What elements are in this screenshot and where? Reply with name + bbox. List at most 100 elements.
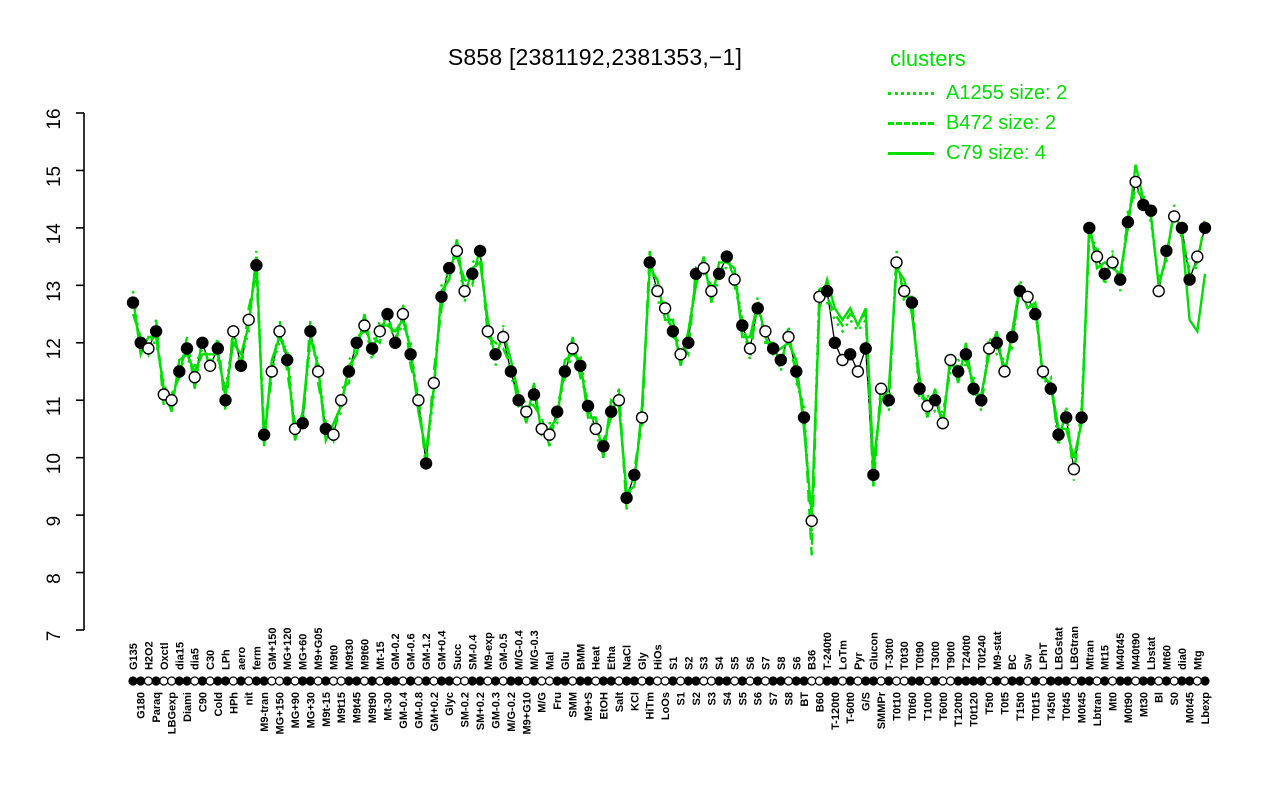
axis-condition-marker [251,676,261,686]
data-point-marker [142,342,155,355]
x-axis-label: Fru [552,692,564,710]
data-point-marker [658,302,672,315]
data-point-marker [149,325,163,338]
axis-condition-marker [483,676,493,686]
data-point-marker [1191,250,1204,263]
axis-condition-marker [552,676,562,686]
legend-item-label: B472 size: 2 [946,111,1057,134]
data-point-marker [404,348,417,361]
x-axis-label: T-30t0 [884,638,896,670]
x-axis-label: C30 [205,650,217,670]
x-axis-label: S0 [1169,692,1181,705]
x-axis-label: B60 [814,692,826,712]
axis-condition-marker [861,676,871,686]
axis-condition-marker [876,676,886,686]
data-point-marker [358,319,371,332]
data-point-marker [720,250,733,263]
x-axis-label: nit [244,692,256,706]
data-point-marker [851,365,865,378]
x-axis-label: GM+150 [267,628,279,671]
axis-condition-marker [768,676,778,686]
data-point-marker [890,256,903,269]
axis-condition-marker [722,676,732,686]
data-point-marker [1106,256,1119,269]
data-point-marker [373,325,386,338]
data-point-marker [975,394,988,407]
axis-condition-marker [375,676,385,686]
x-axis-label: T0t120 [969,692,981,727]
x-axis-label: M9t45 [352,692,364,723]
x-axis-label: SM-0.4 [467,634,479,670]
axis-condition-marker [760,676,771,686]
data-point-marker [913,382,926,395]
x-axis-label: T-240t0 [822,632,834,670]
x-axis-label: T0t60 [907,692,919,721]
axis-condition-marker [884,676,894,686]
x-axis-label: S6 [791,657,803,670]
data-point-marker [597,440,610,453]
axis-condition-marker [167,676,177,686]
data-point-marker [820,284,834,298]
data-point-marker [928,394,942,407]
data-point-marker [335,394,348,407]
x-axis-label: BT [799,692,811,707]
data-point-marker [180,342,194,355]
data-point-marker [1183,273,1196,286]
legend-item-label: C79 size: 4 [946,141,1047,164]
axis-condition-marker [298,676,308,686]
data-point-marker [481,325,494,338]
data-point-marker [1083,221,1096,235]
axis-condition-marker [837,676,848,686]
data-point-marker [203,359,217,372]
data-point-marker [959,348,973,361]
x-axis-label: M40t45 [1115,633,1127,670]
axis-condition-marker [290,676,300,686]
data-point-marker [512,394,525,407]
x-axis-label: dia5 [190,648,202,670]
data-point-marker [1029,307,1042,321]
axis-condition-marker [220,676,231,686]
data-point-marker [520,405,533,418]
data-point-marker [265,365,278,378]
data-point-marker [412,394,425,407]
y-axis: 7 8 9 10 11 12 13 14 15 16 [44,108,85,641]
data-point-marker [443,261,456,275]
data-point-marker [628,468,641,482]
data-point-marker [458,284,471,298]
x-axis-label: Glyc [444,692,456,716]
data-point-marker [651,284,664,298]
axis-condition-marker [992,676,1002,686]
x-axis: G135 G180 H2O2 Paraq Oxctl LBGexp dia15 Diami di… [128,626,1212,735]
data-point-marker [805,514,818,528]
axis-condition-marker [159,676,169,686]
y-tick-label: 9 [44,516,65,527]
axis-condition-marker [359,676,369,686]
x-axis-label: M9t60 [359,639,371,670]
axis-condition-marker [783,676,794,686]
axis-condition-marker [321,676,331,686]
data-point-marker [867,468,880,482]
x-axis-label: Mal [545,652,557,670]
x-axis-label: M9-tran [259,692,271,732]
data-point-marker [844,348,857,361]
data-point-marker [759,325,772,338]
y-tick-label: 14 [44,223,65,245]
axis-condition-marker [591,676,601,686]
x-axis-label: LPh [221,649,233,670]
data-point-marker [327,428,340,441]
data-point-marker [1152,284,1165,298]
x-axis-label: S5 [737,692,749,705]
dotted-line-sample [888,91,934,95]
axis-condition-marker [984,676,994,686]
x-axis-label: Cold [213,692,225,716]
axis-condition-marker [1100,676,1110,686]
axis-condition-marker [136,676,146,686]
data-point-marker [1090,250,1104,263]
data-point-marker [1198,221,1212,235]
data-point-marker [219,394,232,407]
data-point-marker [574,359,587,372]
x-axis-label: M9t0 [329,645,341,670]
axis-condition-marker [737,676,747,686]
axis-condition-marker [560,676,570,686]
